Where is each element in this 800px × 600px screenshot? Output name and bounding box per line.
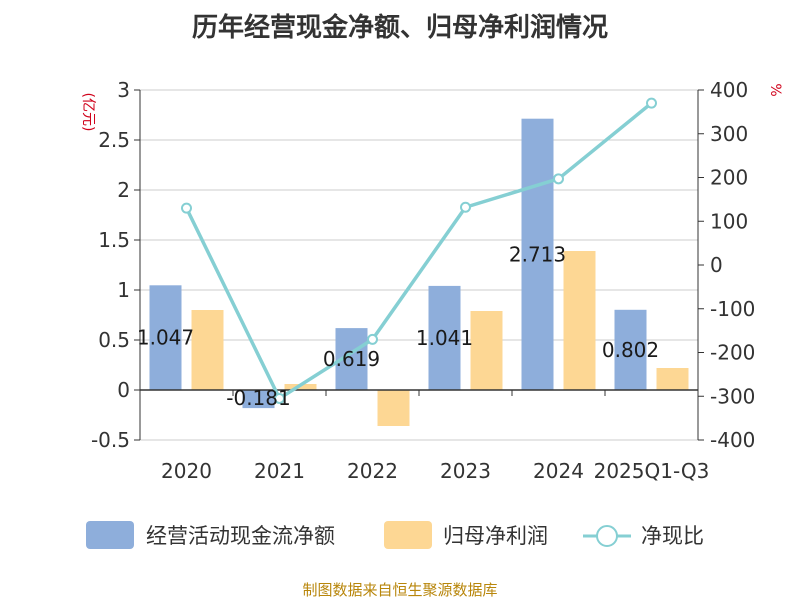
axes [134, 89, 704, 441]
ratio-point-2022 [367, 333, 378, 345]
left-axis-tick-label: 3 [117, 78, 130, 102]
left-axis-tick-label: 2.5 [98, 128, 130, 152]
bar-profit-2023 [470, 311, 503, 390]
data-label-cash-2024: 2.713 [509, 242, 566, 266]
bar-profit-2020 [191, 310, 224, 390]
right-axis-tick-label: 100 [710, 209, 748, 233]
right-axis-tick-label: 200 [710, 166, 748, 190]
right-axis-tick-label: -100 [710, 297, 755, 321]
bar-cash-2021 [242, 390, 275, 409]
right-axis-tick-label: 300 [710, 122, 748, 146]
legend-label-cash: 经营活动现金流净额 [146, 524, 335, 548]
bar-profit-2024 [563, 251, 596, 390]
right-axis-tick-label: -300 [710, 384, 755, 408]
ratio-polyline [184, 101, 653, 401]
left-axis-tick-label: -0.5 [91, 428, 130, 452]
left-axis-tick-label: 1 [117, 278, 130, 302]
data-label-cash-2021: -0.181 [226, 386, 290, 410]
left-axis-tick-label: 0 [117, 378, 130, 402]
legend-swatch-ratio-marker [596, 525, 618, 547]
ratio-point-2021 [274, 392, 285, 404]
ratio-line [181, 97, 657, 404]
bar-profit-2022 [377, 390, 410, 426]
data-label-cash-2023: 1.041 [416, 326, 473, 350]
source-note: 制图数据来自恒生聚源数据库 [302, 581, 497, 599]
left-axis-tick-label: 1.5 [98, 228, 130, 252]
right-axis-tick-label: -400 [710, 428, 755, 452]
bar-cash-2024 [521, 118, 554, 390]
right-axis-unit: % [767, 83, 783, 96]
bar-cash-2020 [149, 285, 182, 390]
left-axis-tick-label: 2 [117, 178, 130, 202]
data-label-cash-2020: 1.047 [137, 326, 194, 350]
tick-labels: -0.5 0 0.5 1 1.5 2 2.5 3 -400 -300 -200 -100 0 100 200… [91, 78, 755, 483]
right-axis-tick-label: 0 [710, 253, 723, 277]
bar-cash-2023 [428, 285, 461, 390]
right-axis-tick-label: 400 [710, 78, 748, 102]
legend-label-profit: 归母净利润 [443, 524, 548, 548]
legend-swatch-profit [384, 521, 432, 549]
chart-title: 历年经营现金净额、归母净利润情况 [192, 12, 608, 43]
category-label: 2021 [254, 459, 305, 483]
category-label: 2022 [347, 459, 398, 483]
data-labels: 1.047 -0.181 0.619 1.041 2.713 0.802 [137, 242, 659, 410]
left-axis-unit: (亿元) [80, 93, 96, 132]
data-label-cash-2022: 0.619 [323, 347, 380, 371]
data-label-cash-2025Q1-Q3: 0.802 [602, 338, 659, 362]
legend-swatch-cash [86, 521, 134, 549]
gridlines [140, 89, 698, 441]
ratio-point-2020 [181, 202, 192, 214]
left-axis-tick-label: 0.5 [98, 328, 130, 352]
ratio-point-2023 [460, 201, 471, 213]
legend: 经营活动现金流净额 归母净利润 净现比 [86, 521, 704, 549]
category-label: 2020 [161, 459, 212, 483]
bars [149, 118, 689, 426]
category-label: 2024 [533, 459, 584, 483]
category-label: 2025Q1-Q3 [594, 459, 710, 483]
bar-cash-2025Q1-Q3 [614, 309, 647, 390]
legend-label-ratio: 净现比 [641, 524, 704, 548]
right-axis-tick-label: -200 [710, 341, 755, 365]
ratio-point-2024 [553, 173, 564, 185]
ratio-point-2025Q1-Q3 [646, 97, 657, 109]
category-label: 2023 [440, 459, 491, 483]
bar-profit-2025Q1-Q3 [656, 368, 689, 390]
